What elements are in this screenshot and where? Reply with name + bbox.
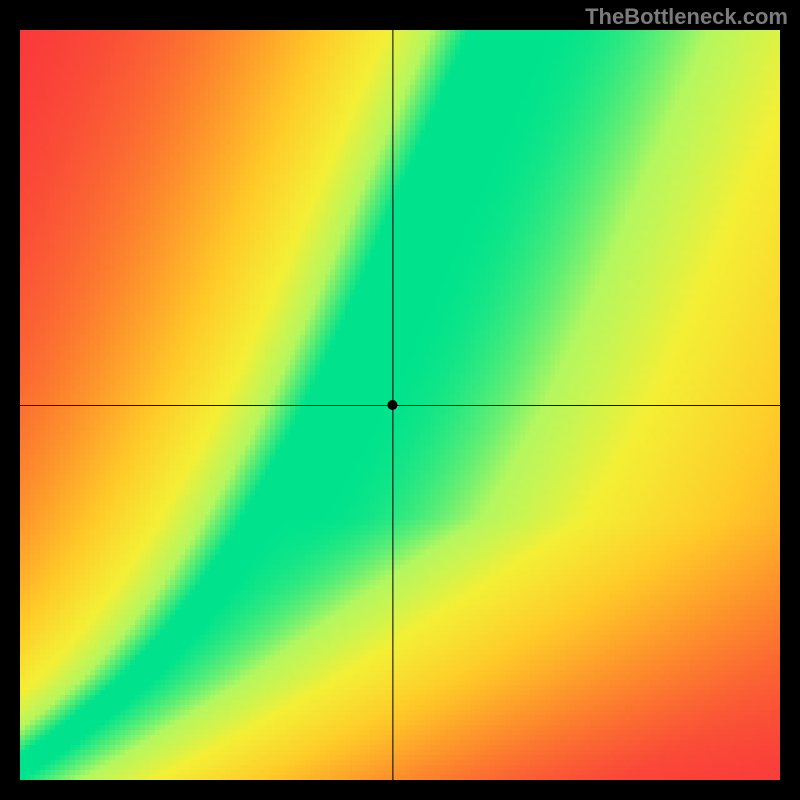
crosshair-overlay: [0, 0, 800, 800]
chart-container: TheBottleneck.com: [0, 0, 800, 800]
watermark-text: TheBottleneck.com: [585, 4, 788, 30]
